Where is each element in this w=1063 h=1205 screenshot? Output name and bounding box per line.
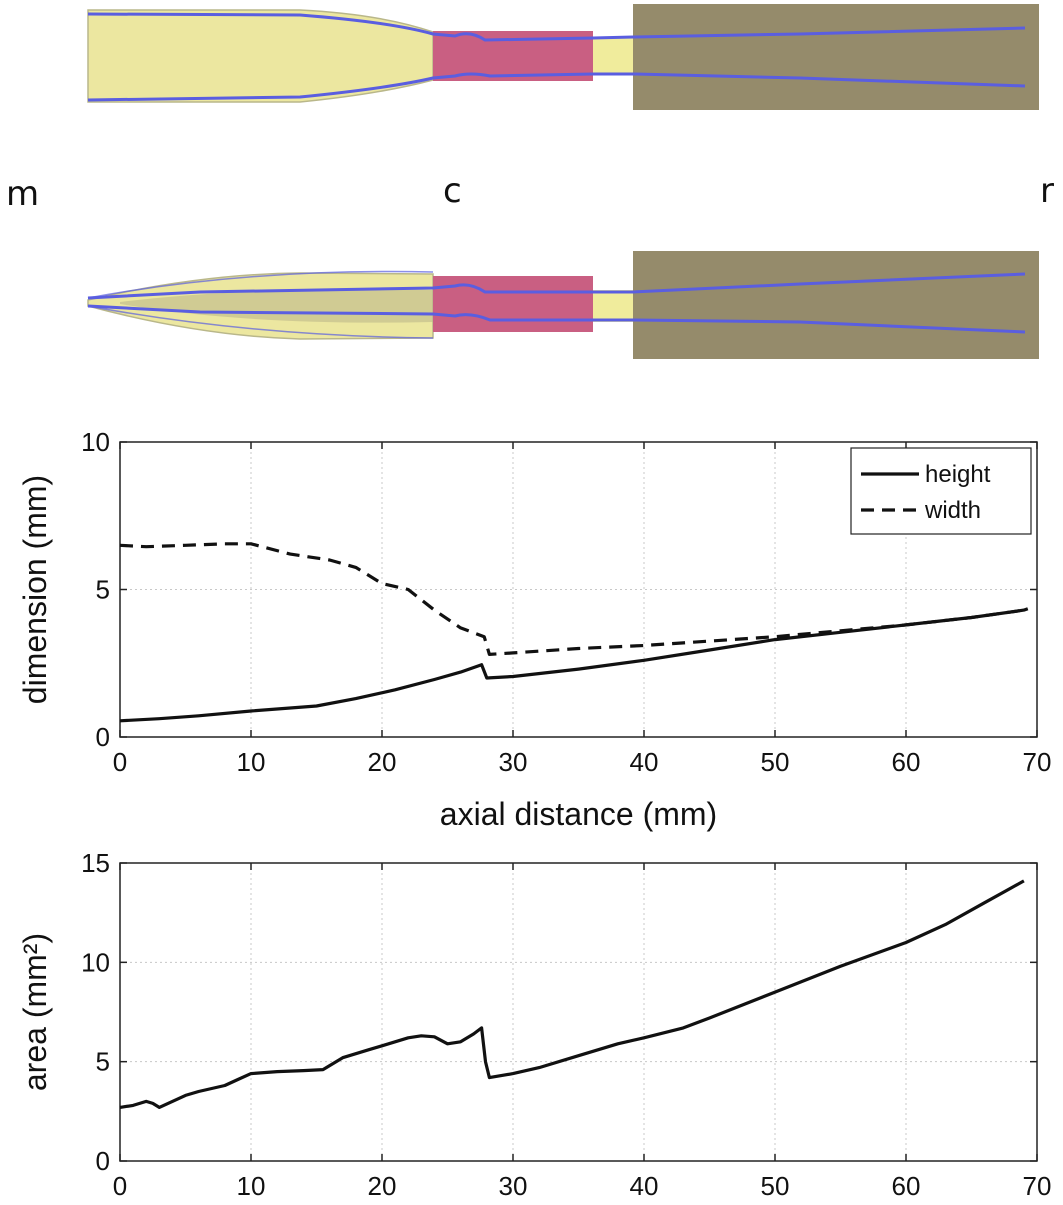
x-tick-label: 30 [499, 747, 528, 777]
label-r: r [1040, 171, 1054, 211]
y-axis-label: dimension (mm) [17, 475, 53, 704]
x-tick-label: 0 [113, 747, 127, 777]
x-tick-label: 60 [892, 1171, 921, 1201]
x-tick-label: 10 [237, 747, 266, 777]
x-tick-label: 70 [1023, 1171, 1052, 1201]
legend-label-width: width [924, 497, 981, 524]
gap-section [593, 37, 633, 75]
y-tick-label: 0 [96, 1146, 110, 1176]
legend-label-height: height [925, 461, 991, 488]
label-c: c [443, 171, 462, 211]
x-tick-label: 30 [499, 1171, 528, 1201]
x-tick-label: 0 [113, 1171, 127, 1201]
tract-side-view [87, 4, 1039, 110]
rear-section [633, 4, 1039, 110]
label-m: m [6, 174, 39, 214]
series-line-width [119, 542, 1025, 656]
x-tick-label: 10 [237, 1171, 266, 1201]
outline-mouth-edge [87, 270, 434, 339]
x-tick-label: 70 [1023, 747, 1052, 777]
y-tick-label: 10 [81, 427, 110, 457]
area-chart: 0 10 20 30 40 50 60 70 0 5 10 15 area (mm²) [17, 848, 1051, 1201]
outline-top [87, 12, 1026, 42]
x-axis-label: axial distance (mm) [440, 796, 717, 832]
outline-top-lower [87, 304, 1026, 334]
tract-top-view [87, 251, 1039, 359]
dimension-chart: 0 10 20 30 40 50 60 70 0 5 10 axial distance (mm) di… [17, 427, 1051, 832]
series-line-area [119, 879, 1025, 1109]
y-axis-label: area (mm²) [17, 933, 53, 1091]
outline-bottom [87, 72, 1026, 102]
y-tick-label: 5 [96, 575, 110, 605]
gap-section-top [593, 290, 633, 322]
x-tick-label: 50 [761, 1171, 790, 1201]
x-tick-label: 40 [630, 1171, 659, 1201]
x-tick-label: 50 [761, 747, 790, 777]
outline-top-upper [87, 272, 1026, 300]
legend-box [850, 447, 1032, 535]
x-tick-label: 60 [892, 747, 921, 777]
x-tick-label: 40 [630, 747, 659, 777]
y-tick-label: 10 [81, 947, 110, 977]
y-tick-label: 0 [96, 722, 110, 752]
rear-section-top [633, 251, 1039, 359]
plot-frame [119, 862, 1038, 1162]
y-tick-label: 15 [81, 848, 110, 878]
x-tick-label: 20 [368, 1171, 397, 1201]
x-tick-label: 20 [368, 747, 397, 777]
y-tick-label: 5 [96, 1047, 110, 1077]
